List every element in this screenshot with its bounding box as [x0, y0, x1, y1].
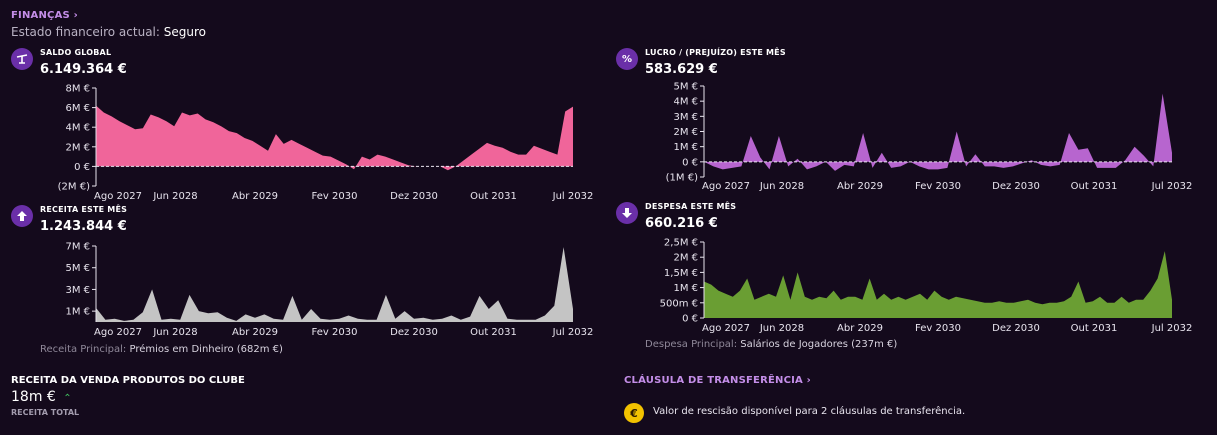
- despesa-y-tick-label: 500m €: [660, 298, 698, 309]
- receita-label: RECEITA ESTE MÊS: [40, 205, 128, 214]
- despesa-x-tick-label: Out 2031: [1071, 323, 1118, 334]
- saldo-x-tick-label: Abr 2029: [232, 191, 278, 202]
- financial-state-value: Seguro: [163, 25, 206, 39]
- transfer-clause-link[interactable]: CLÁUSULA DE TRANSFERÊNCIA ›: [624, 375, 811, 386]
- despesa-y-tick-label: 2M €: [673, 253, 698, 264]
- receita-principal-value: Prémios em Dinheiro (682m €): [129, 344, 283, 355]
- lucro-y-tick-label: 4M €: [673, 97, 698, 108]
- despesa-x-tick-label: Jul 2032: [1151, 323, 1193, 334]
- lucro-chart: 5M € 4M € 3M € 2M € 1M € 0 € (1M €) Ago 2027 Jun…: [666, 82, 1193, 193]
- saldo-value: 6.149.364 €: [40, 62, 127, 77]
- despesa-chart: 2,5M € 2M € 1,5M € 1M € 500m € 0 € Ago 2027 Jun…: [660, 238, 1193, 335]
- saldo-y-tick-label: 6M €: [65, 103, 90, 114]
- saldo-x-tick-label: Out 2031: [470, 191, 517, 202]
- receita-x-tick-label: Ago 2027: [94, 327, 142, 338]
- saldo-x-tick-label: Jun 2028: [152, 191, 197, 202]
- receita-x-tick-label: Out 2031: [470, 327, 517, 338]
- receita-chart: 7M € 5M € 3M € 1M € Ago 2027 Jun 2028 Abr 2029…: [65, 242, 594, 339]
- saldo-label: SALDO GLOBAL: [40, 48, 112, 57]
- receita-principal: Receita Principal: Prémios em Dinheiro (…: [40, 344, 283, 355]
- lucro-y-tick-label: 0 €: [682, 157, 698, 168]
- saldo-x-tick-label: Fev 2030: [312, 191, 358, 202]
- despesa-x-tick-label: Dez 2030: [992, 323, 1040, 334]
- finances-title: FINANÇAS: [11, 10, 70, 21]
- saldo-y-tick-label: (2M €): [58, 182, 90, 193]
- financial-state-label: Estado financeiro actual:: [11, 25, 160, 39]
- saldo-area: [96, 105, 573, 171]
- receita-y-tick-label: 7M €: [65, 242, 90, 253]
- despesa-x-tick-label: Abr 2029: [837, 323, 883, 334]
- scale-icon: [11, 48, 33, 70]
- lucro-x-tick-label: Dez 2030: [992, 181, 1040, 192]
- saldo-x-tick-label: Jul 2032: [552, 191, 594, 202]
- despesa-area: [704, 251, 1172, 318]
- despesa-principal: Despesa Principal: Salários de Jogadores…: [645, 339, 897, 350]
- lucro-area: [704, 93, 1172, 171]
- saldo-chart: 8M € 6M € 4M € 2M € 0 € (2M €) Ago 2027 Jun 202…: [58, 84, 594, 203]
- lucro-x-tick-label: Jun 2028: [759, 181, 804, 192]
- lucro-label: LUCRO / (PREJUÍZO) ESTE MÊS: [645, 48, 786, 57]
- receita-y-tick-label: 3M €: [65, 285, 90, 296]
- despesa-principal-value: Salários de Jogadores (237m €): [740, 339, 898, 350]
- receita-x-tick-label: Jul 2032: [552, 327, 594, 338]
- despesa-x-tick-label: Fev 2030: [915, 323, 961, 334]
- arrow-up-icon: [11, 205, 33, 227]
- saldo-y-tick-label: 0 €: [74, 162, 90, 173]
- sales-subtitle: RECEITA TOTAL: [11, 408, 80, 417]
- receita-principal-label: Receita Principal:: [40, 344, 127, 355]
- lucro-x-tick-label: Abr 2029: [837, 181, 883, 192]
- arrow-down-icon: [616, 202, 638, 224]
- despesa-x-tick-label: Ago 2027: [702, 323, 750, 334]
- lucro-y-tick-label: (1M €): [666, 173, 698, 184]
- finances-link[interactable]: FINANÇAS ›: [11, 10, 78, 21]
- despesa-y-tick-label: 0 €: [682, 314, 698, 325]
- lucro-x-tick-label: Out 2031: [1071, 181, 1118, 192]
- percent-icon: %: [616, 48, 638, 70]
- lucro-x-tick-label: Fev 2030: [915, 181, 961, 192]
- transfer-clause-text: Valor de rescisão disponível para 2 cláu…: [653, 406, 966, 417]
- lucro-x-tick-label: Jul 2032: [1151, 181, 1193, 192]
- receita-x-tick-label: Dez 2030: [390, 327, 438, 338]
- despesa-y-tick-label: 1,5M €: [664, 268, 698, 279]
- sales-value-row: 18m € ⌃: [11, 389, 72, 405]
- chevron-right-icon: ›: [73, 10, 78, 21]
- lucro-y-tick-label: 3M €: [673, 112, 698, 123]
- transfer-clause-title: CLÁUSULA DE TRANSFERÊNCIA: [624, 375, 803, 386]
- saldo-y-tick-label: 2M €: [65, 142, 90, 153]
- lucro-y-tick-label: 1M €: [673, 142, 698, 153]
- sales-value: 18m €: [11, 389, 56, 405]
- despesa-value: 660.216 €: [645, 216, 718, 231]
- lucro-x-tick-label: Ago 2027: [702, 181, 750, 192]
- euro-coin-icon: €: [624, 403, 644, 423]
- despesa-label: DESPESA ESTE MÊS: [645, 202, 737, 211]
- despesa-y-tick-label: 2,5M €: [664, 238, 698, 249]
- saldo-x-tick-label: Dez 2030: [390, 191, 438, 202]
- chevron-right-icon: ›: [806, 375, 811, 386]
- financial-state: Estado financeiro actual: Seguro: [11, 25, 206, 39]
- receita-y-tick-label: 5M €: [65, 263, 90, 274]
- receita-value: 1.243.844 €: [40, 219, 127, 234]
- despesa-y-tick-label: 1M €: [673, 283, 698, 294]
- chevron-up-icon: ⌃: [63, 393, 72, 404]
- lucro-y-tick-label: 2M €: [673, 127, 698, 138]
- lucro-y-tick-label: 5M €: [673, 82, 698, 93]
- sales-title: RECEITA DA VENDA PRODUTOS DO CLUBE: [11, 375, 245, 386]
- receita-area: [96, 247, 573, 322]
- saldo-y-tick-label: 8M €: [65, 84, 90, 95]
- saldo-y-tick-label: 4M €: [65, 123, 90, 134]
- despesa-x-tick-label: Jun 2028: [759, 323, 804, 334]
- receita-y-tick-label: 1M €: [65, 307, 90, 318]
- receita-x-tick-label: Fev 2030: [312, 327, 358, 338]
- saldo-x-tick-label: Ago 2027: [94, 191, 142, 202]
- despesa-principal-label: Despesa Principal:: [645, 339, 738, 350]
- receita-x-tick-label: Jun 2028: [152, 327, 197, 338]
- lucro-value: 583.629 €: [645, 62, 718, 77]
- receita-x-tick-label: Abr 2029: [232, 327, 278, 338]
